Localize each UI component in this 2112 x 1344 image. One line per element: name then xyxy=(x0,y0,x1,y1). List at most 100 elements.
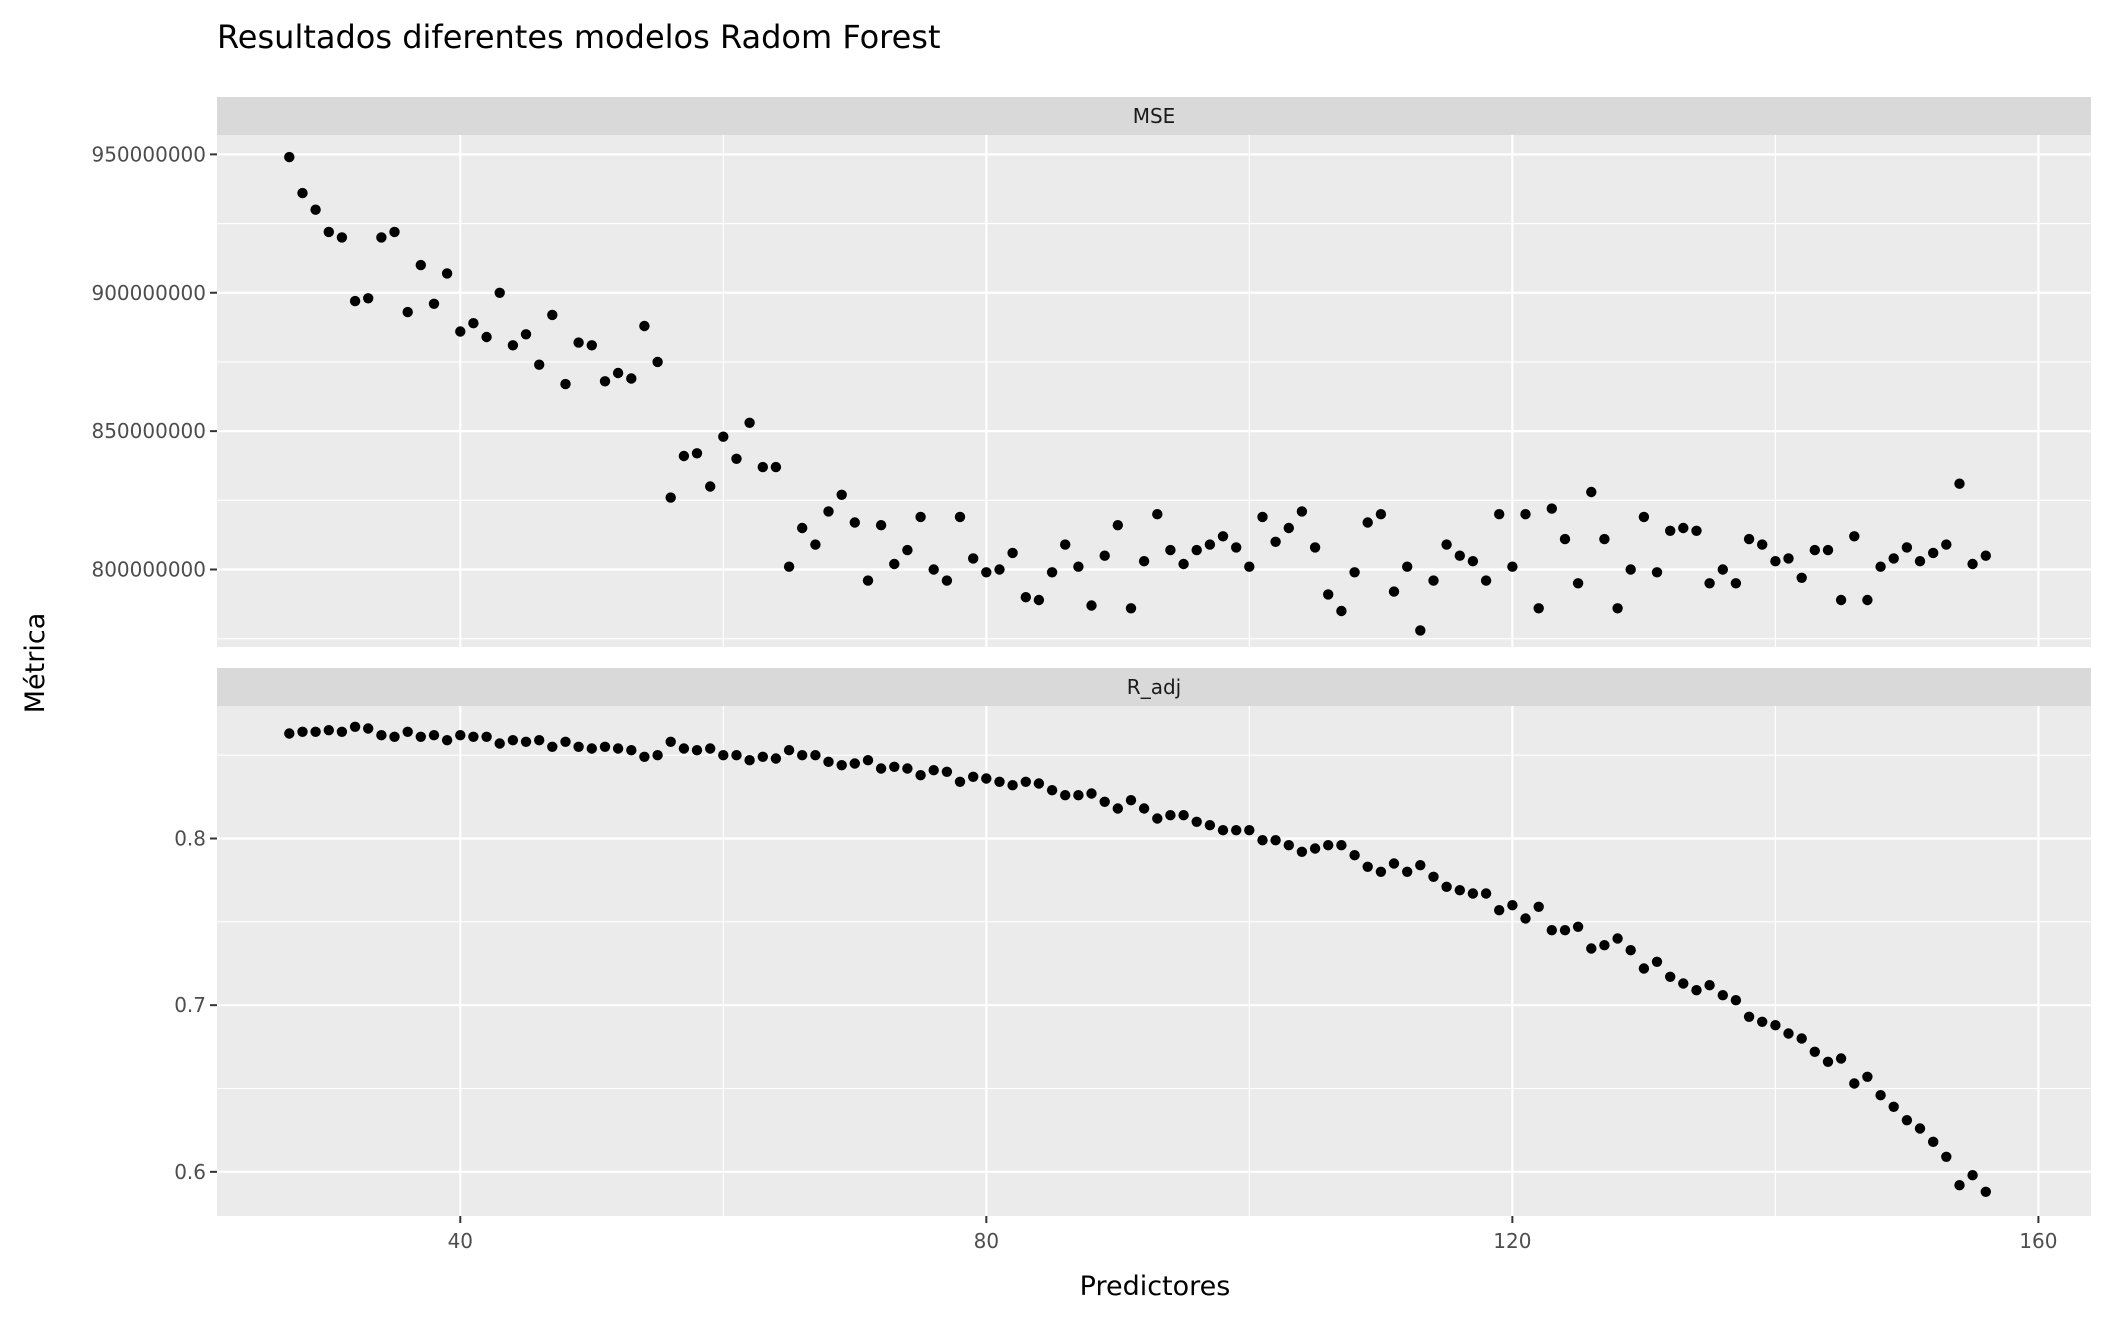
data-point-r-adj xyxy=(1073,790,1084,801)
data-point-r-adj xyxy=(441,735,453,746)
data-point-mse xyxy=(875,520,887,531)
facet-panel-r-adj: R_adj 0.6 0.7 0.8 xyxy=(174,668,2091,1216)
x-tick-label: 40 xyxy=(448,1229,473,1253)
data-point-mse xyxy=(639,320,650,332)
data-point-mse xyxy=(783,561,795,572)
data-point-r-adj xyxy=(481,731,492,742)
data-point-mse xyxy=(744,417,755,428)
data-point-r-adj xyxy=(797,750,808,761)
data-point-r-adj xyxy=(1441,881,1452,892)
data-point-r-adj xyxy=(363,723,374,734)
data-point-mse xyxy=(1283,522,1295,534)
data-point-mse xyxy=(468,318,479,329)
data-point-r-adj xyxy=(875,763,887,774)
y-tick-label: 0.8 xyxy=(174,827,206,851)
data-point-mse xyxy=(836,489,847,500)
data-point-r-adj xyxy=(1323,840,1334,851)
data-point-r-adj xyxy=(1125,795,1137,806)
gridlines-r-adj xyxy=(217,706,2091,1216)
data-point-r-adj xyxy=(1204,820,1216,831)
data-point-r-adj xyxy=(968,771,979,782)
data-point-r-adj xyxy=(1835,1053,1847,1064)
data-point-mse xyxy=(1967,558,1978,570)
data-point-r-adj xyxy=(1625,945,1636,956)
data-point-mse xyxy=(1046,567,1058,578)
data-point-mse xyxy=(691,448,703,459)
data-point-mse xyxy=(284,151,295,163)
data-point-r-adj xyxy=(1875,1090,1886,1101)
data-point-r-adj xyxy=(323,725,334,736)
data-point-r-adj xyxy=(1099,796,1110,807)
data-point-mse xyxy=(1375,509,1387,520)
data-point-r-adj xyxy=(665,736,676,747)
data-point-mse xyxy=(1914,556,1926,567)
data-point-r-adj xyxy=(1691,985,1702,996)
points-mse xyxy=(284,151,1992,636)
y-tick-label: 900000000 xyxy=(91,281,206,305)
data-point-mse xyxy=(481,331,492,343)
data-point-mse xyxy=(1020,592,1031,603)
data-point-mse xyxy=(1572,578,1584,589)
data-point-mse xyxy=(441,268,453,279)
data-point-mse xyxy=(1454,550,1466,561)
data-point-mse xyxy=(1586,486,1597,498)
data-point-r-adj xyxy=(1336,840,1347,851)
data-point-r-adj xyxy=(849,758,860,769)
data-point-mse xyxy=(678,450,690,462)
data-point-mse xyxy=(1862,594,1873,606)
data-point-r-adj xyxy=(1138,803,1150,814)
data-point-r-adj xyxy=(1060,790,1071,801)
data-point-r-adj xyxy=(810,750,821,761)
data-point-mse xyxy=(1217,531,1229,542)
data-point-r-adj xyxy=(1783,1028,1794,1039)
data-point-mse xyxy=(1494,509,1505,520)
data-point-mse xyxy=(1112,520,1124,531)
data-point-r-adj xyxy=(284,728,295,739)
data-point-r-adj xyxy=(1967,1170,1978,1181)
data-point-r-adj xyxy=(1257,835,1268,846)
data-point-r-adj xyxy=(1362,861,1373,872)
data-point-r-adj xyxy=(626,745,637,756)
data-point-r-adj xyxy=(534,735,545,746)
data-point-r-adj xyxy=(1730,995,1742,1006)
data-point-mse xyxy=(1520,509,1531,520)
data-point-mse xyxy=(455,326,466,337)
data-point-mse xyxy=(928,564,939,575)
data-point-mse xyxy=(310,204,321,215)
data-point-r-adj xyxy=(1757,1016,1768,1027)
data-point-r-adj xyxy=(507,735,519,746)
data-point-r-adj xyxy=(612,743,624,754)
data-point-mse xyxy=(1559,533,1571,545)
data-point-mse xyxy=(1625,564,1636,575)
y-tick-label: 0.6 xyxy=(174,1160,206,1184)
data-point-mse xyxy=(428,298,440,309)
data-point-mse xyxy=(1402,561,1413,572)
data-point-r-adj xyxy=(652,750,663,761)
y-tick-label: 850000000 xyxy=(91,419,206,443)
data-point-r-adj xyxy=(547,741,558,752)
data-point-r-adj xyxy=(1796,1033,1807,1044)
data-point-mse xyxy=(415,259,426,271)
data-point-mse xyxy=(731,453,742,464)
data-point-mse xyxy=(1060,539,1071,550)
data-point-mse xyxy=(1835,594,1847,606)
data-point-mse xyxy=(1270,536,1281,547)
data-point-mse xyxy=(941,575,953,586)
data-point-r-adj xyxy=(1467,888,1479,899)
data-point-r-adj xyxy=(599,741,611,752)
data-point-r-adj xyxy=(1809,1046,1821,1058)
data-point-r-adj xyxy=(1165,810,1176,821)
data-point-mse xyxy=(1783,553,1794,564)
data-point-mse xyxy=(1467,556,1479,567)
data-point-r-adj xyxy=(468,731,479,742)
data-point-mse xyxy=(612,367,624,379)
data-point-mse xyxy=(1928,547,1939,559)
data-point-mse xyxy=(849,517,860,528)
data-point-r-adj xyxy=(639,751,650,762)
data-point-r-adj xyxy=(1651,956,1663,967)
data-point-mse xyxy=(1651,567,1663,578)
data-point-r-adj xyxy=(1152,813,1163,824)
data-point-r-adj xyxy=(1888,1101,1899,1113)
data-point-mse xyxy=(810,539,821,550)
data-point-mse xyxy=(652,356,663,368)
